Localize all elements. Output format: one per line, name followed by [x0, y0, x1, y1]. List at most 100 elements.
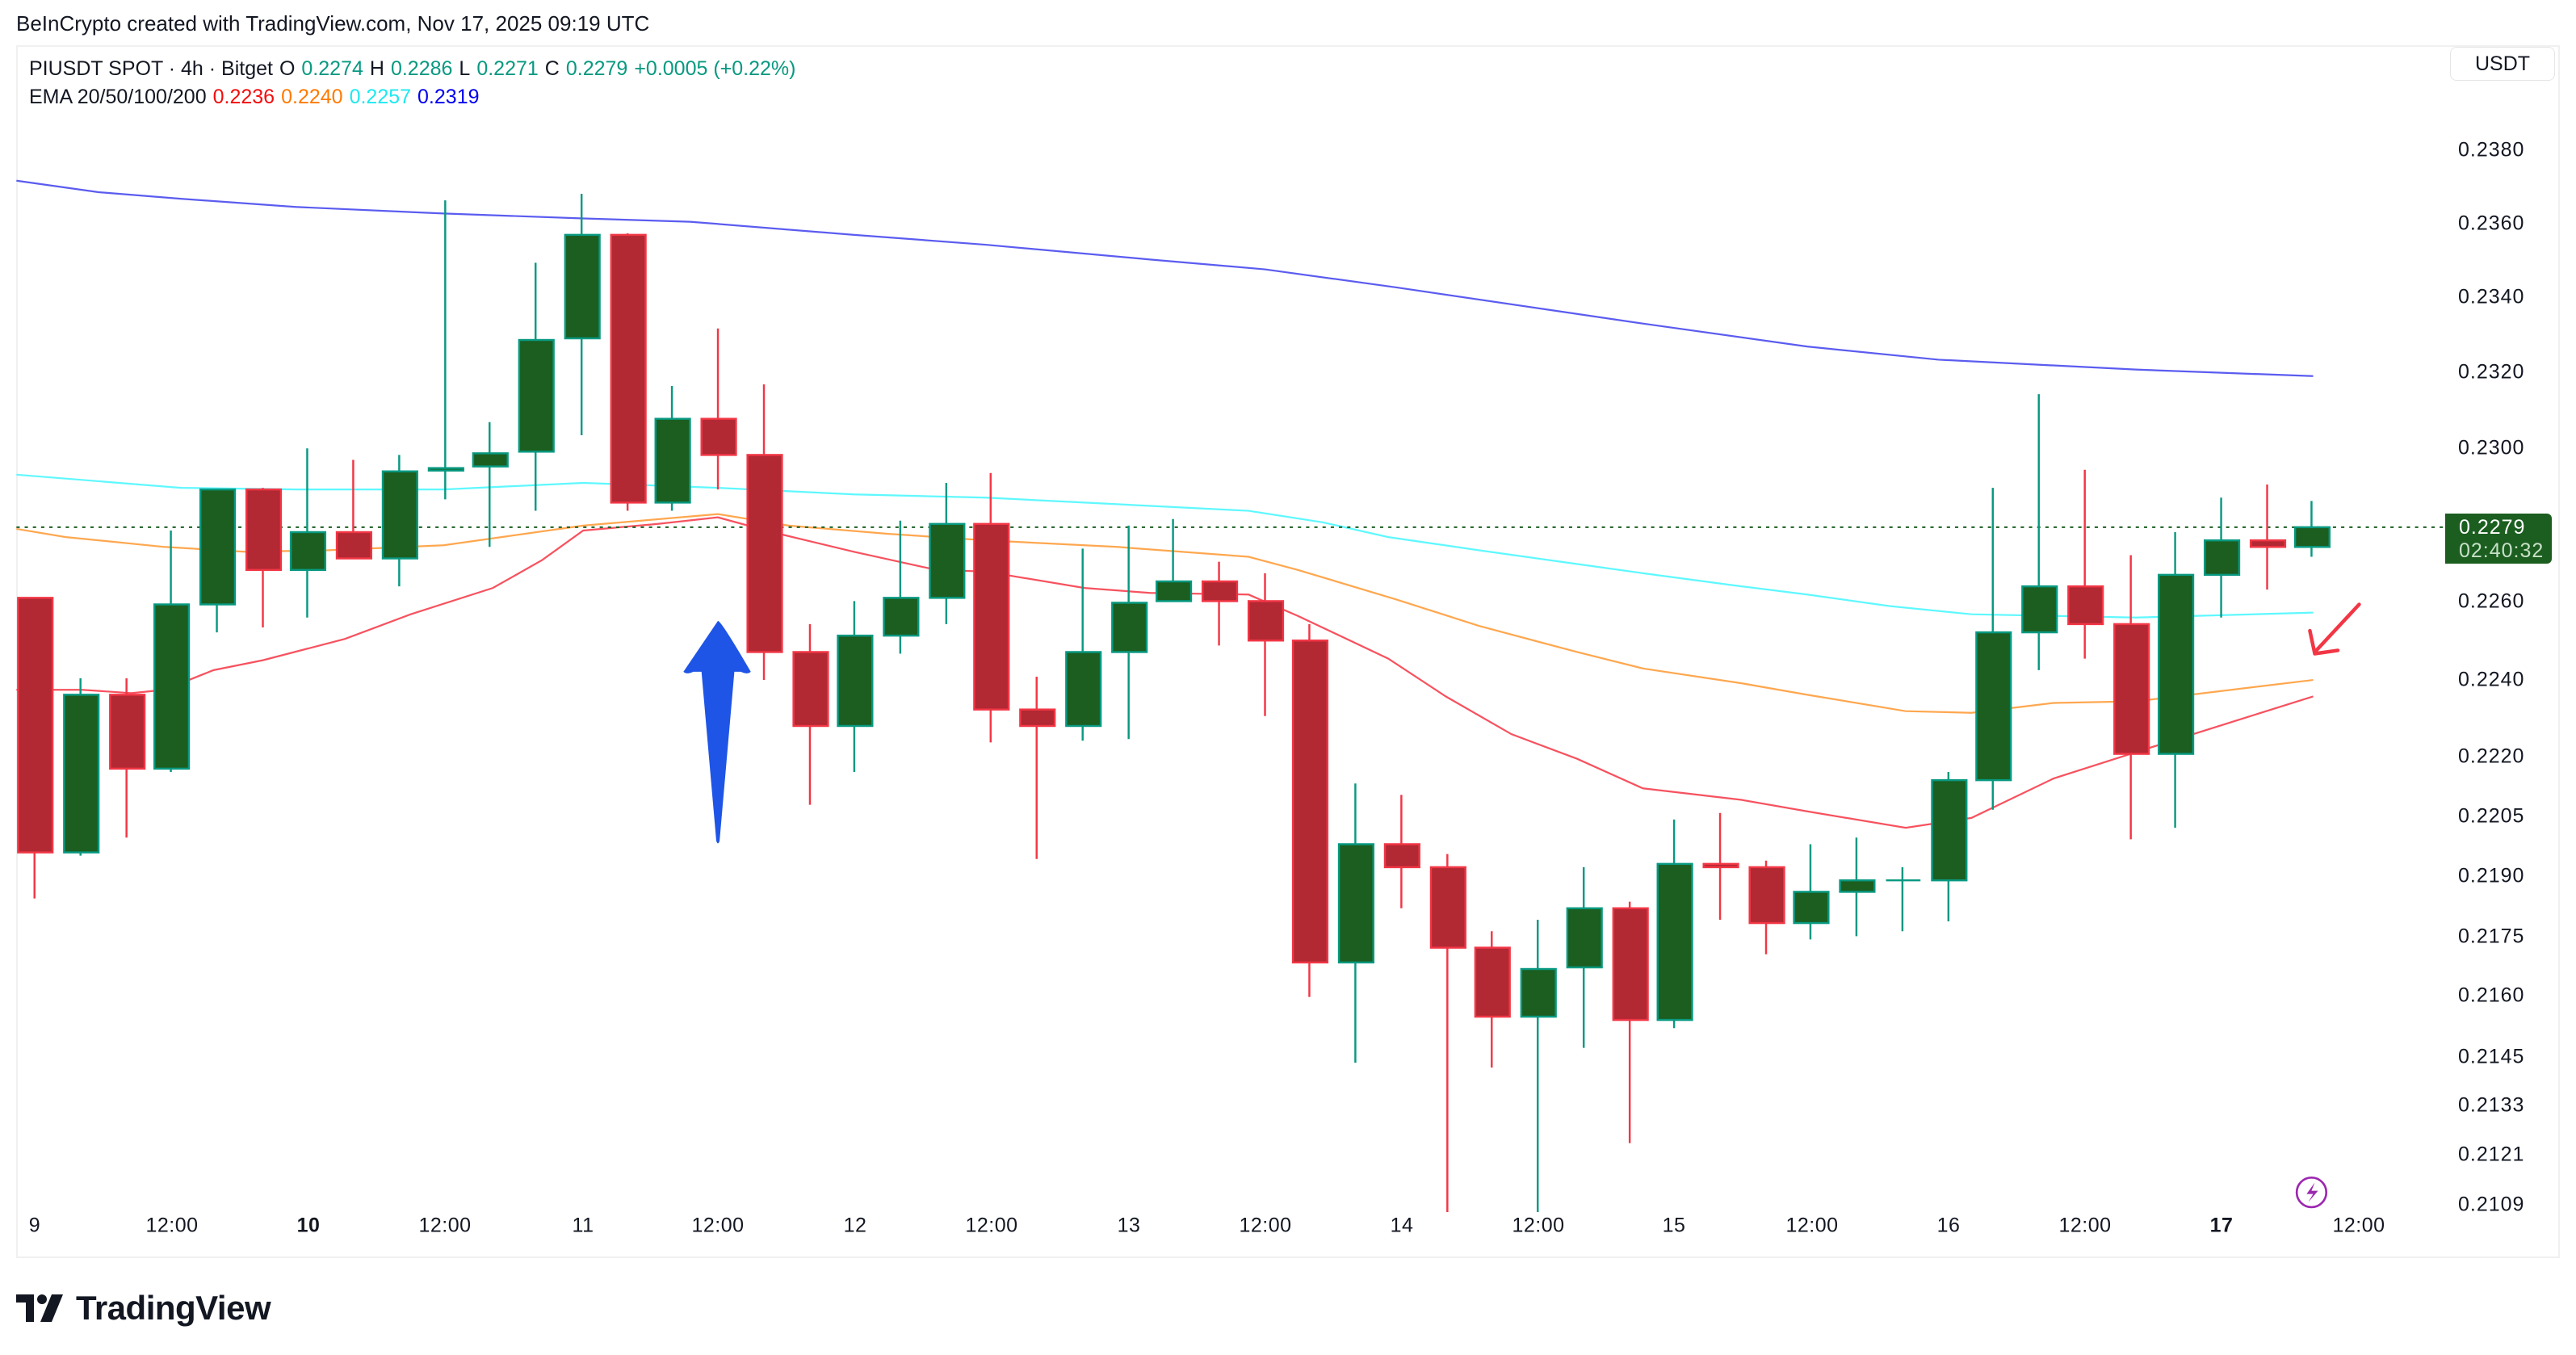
- x-tick: 12:00: [1239, 1214, 1292, 1237]
- candle-down: [245, 488, 283, 627]
- tradingview-logo[interactable]: TradingView: [16, 1289, 271, 1328]
- tradingview-logo-icon: [16, 1294, 63, 1322]
- x-tick: 12:00: [965, 1214, 1018, 1237]
- candle-down: [2067, 469, 2104, 659]
- y-tick: 0.2145: [2458, 1045, 2525, 1068]
- candle-up-doji: [1886, 866, 1921, 932]
- x-tick: 13: [1117, 1214, 1141, 1237]
- y-tick: 0.2175: [2458, 925, 2525, 948]
- candle-up: [518, 262, 555, 511]
- candle-down: [335, 459, 373, 560]
- candle-up: [472, 422, 509, 547]
- y-tick: 0.2320: [2458, 360, 2525, 384]
- x-tick: 12: [843, 1214, 867, 1237]
- candle-down: [973, 472, 1010, 743]
- candle-up: [2021, 394, 2058, 670]
- candle-down: [700, 328, 737, 490]
- candle-down: [2113, 555, 2150, 840]
- x-tick: 15: [1662, 1214, 1686, 1237]
- ema-row: EMA 20/50/100/200 0.2236 0.2240 0.2257 0.231…: [29, 83, 802, 111]
- open-value: 0.2274: [301, 57, 363, 80]
- candle-up: [1520, 920, 1557, 1213]
- candle-up: [1566, 866, 1603, 1048]
- candle-down: [1383, 795, 1420, 908]
- y-tick: 0.2380: [2458, 138, 2525, 162]
- candle-down: [1748, 860, 1785, 954]
- ema100-value: 0.2257: [349, 86, 412, 108]
- candle-up: [1793, 844, 1830, 940]
- ema-title[interactable]: EMA 20/50/100/200: [29, 86, 207, 108]
- candle-down: [2249, 485, 2287, 590]
- y-tick: 0.2109: [2458, 1193, 2525, 1216]
- low-value: 0.2271: [476, 57, 539, 80]
- candle-up: [837, 601, 874, 772]
- candle-up: [654, 385, 691, 511]
- x-tick: 12:00: [145, 1214, 199, 1237]
- ema200-line: [16, 179, 2314, 377]
- chart-frame: [16, 45, 2560, 1258]
- x-tick: 12:00: [1785, 1214, 1839, 1237]
- x-tick: 11: [572, 1214, 594, 1237]
- candle-up-current: [2293, 501, 2331, 557]
- symbol-name[interactable]: PIUSDT SPOT · 4h · Bitget: [29, 57, 273, 80]
- lightning-alert-icon[interactable]: [2295, 1177, 2328, 1209]
- ema200-value: 0.2319: [417, 86, 480, 108]
- x-tick: 17: [2209, 1214, 2234, 1237]
- candle-up: [289, 448, 327, 618]
- symbol-row: PIUSDT SPOT · 4h · Bitget O 0.2274 H 0.2286 L…: [29, 57, 796, 80]
- y-tick: 0.2160: [2458, 984, 2525, 1007]
- candle-down: [1429, 854, 1466, 1213]
- candle-up: [2203, 497, 2241, 618]
- candle-up: [1065, 548, 1102, 741]
- candle-down: [1201, 561, 1239, 646]
- y-tick: 0.2220: [2458, 745, 2525, 768]
- y-tick: 0.2360: [2458, 212, 2525, 235]
- candle-up-doji: [427, 200, 464, 500]
- x-tick: 9: [28, 1214, 41, 1237]
- candle-up: [883, 520, 920, 654]
- down-arrow-annotation-icon[interactable]: [2308, 602, 2361, 656]
- x-tick: 10: [296, 1214, 321, 1237]
- high-value: 0.2286: [390, 57, 453, 80]
- ema50-line: [16, 513, 2314, 714]
- y-tick: 0.2121: [2458, 1143, 2525, 1166]
- x-tick: 14: [1390, 1214, 1414, 1237]
- candle-up: [153, 530, 191, 772]
- candle-down: [1291, 623, 1329, 997]
- bar-countdown: 02:40:32: [2459, 539, 2545, 562]
- tradingview-logo-text: TradingView: [76, 1289, 271, 1327]
- currency-button[interactable]: USDT: [2450, 47, 2555, 81]
- candle-up: [1337, 783, 1375, 1063]
- candle-up: [381, 455, 418, 587]
- candle-up: [2158, 531, 2195, 829]
- x-tick: 12:00: [1512, 1214, 1565, 1237]
- y-tick: 0.2133: [2458, 1093, 2525, 1117]
- candle-down: [1474, 931, 1511, 1068]
- y-tick: 0.2205: [2458, 804, 2525, 828]
- chart-legend: PIUSDT SPOT · 4h · Bitget O 0.2274 H 0.2286 L…: [29, 55, 802, 111]
- candle-up: [1931, 771, 1968, 922]
- up-arrow-annotation-icon[interactable]: [683, 620, 751, 844]
- chart-credit: BeInCrypto created with TradingView.com,…: [16, 11, 650, 36]
- candle-down: [109, 678, 146, 838]
- change-value: +0.0005 (+0.22%): [634, 57, 796, 80]
- candle-down: [1612, 901, 1649, 1143]
- candle-down: [17, 597, 54, 899]
- ema100-line: [16, 473, 2314, 619]
- candle-up: [199, 488, 237, 633]
- candle-down: [1019, 676, 1056, 859]
- candle-down: [1247, 573, 1285, 716]
- last-price-tag: 0.2279 02:40:32: [2445, 514, 2552, 564]
- x-tick: 12:00: [691, 1214, 745, 1237]
- candle-down: [792, 623, 829, 805]
- x-tick: 12:00: [2058, 1214, 2112, 1237]
- ema20-value: 0.2236: [212, 86, 275, 108]
- y-tick: 0.2340: [2458, 285, 2525, 308]
- candle-up: [564, 194, 601, 435]
- y-tick: 0.2300: [2458, 436, 2525, 459]
- candle-up: [1839, 837, 1876, 937]
- last-price-value: 0.2279: [2459, 516, 2526, 539]
- ema20-line: [16, 516, 2314, 829]
- y-tick: 0.2190: [2458, 864, 2525, 887]
